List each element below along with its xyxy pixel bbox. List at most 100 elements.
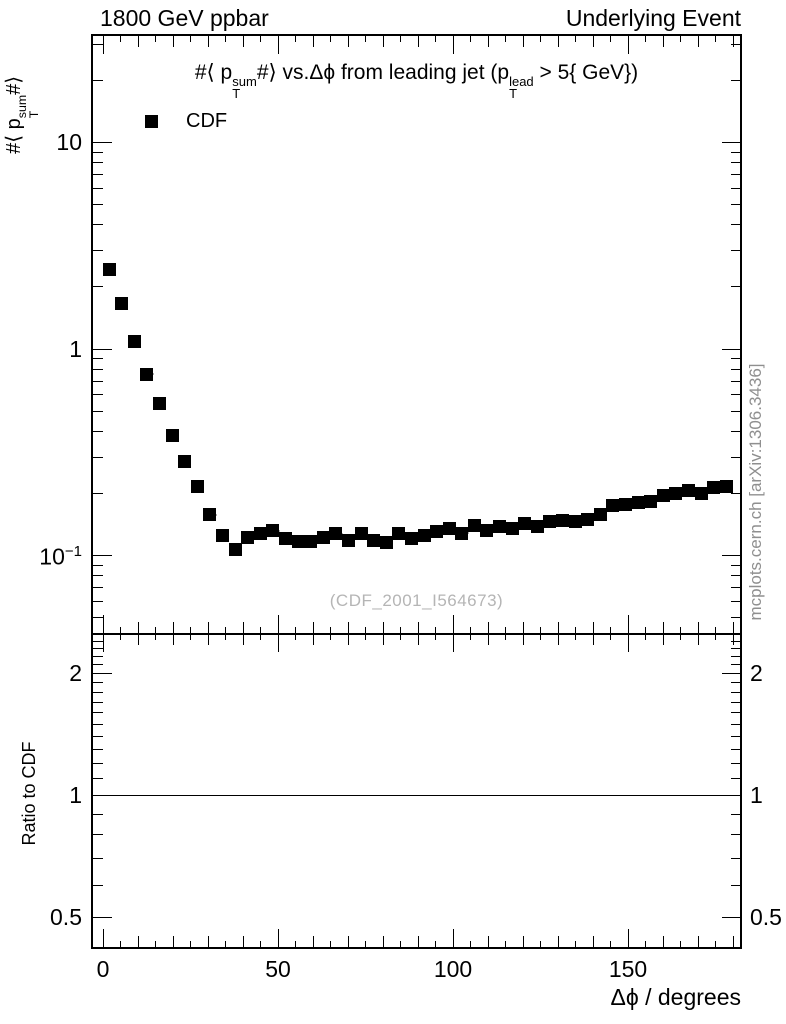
x-tick bbox=[400, 627, 401, 633]
y-minor-tick bbox=[93, 394, 103, 395]
y-minor-tick bbox=[731, 431, 741, 432]
x-tick bbox=[278, 634, 279, 652]
data-marker bbox=[405, 532, 418, 545]
y-axis-title-post: #⟩ bbox=[3, 75, 26, 95]
y-minor-tick bbox=[731, 617, 741, 618]
x-tick bbox=[190, 627, 191, 633]
ratio-minor-tick bbox=[731, 736, 741, 737]
x-tick bbox=[225, 941, 226, 947]
plot-title-pre: #⟨ p bbox=[194, 61, 233, 84]
x-tick bbox=[505, 627, 506, 633]
x-tick bbox=[663, 936, 664, 947]
ratio-minor-tick bbox=[93, 641, 103, 642]
ratio-minor-tick bbox=[731, 724, 741, 725]
x-tick bbox=[470, 627, 471, 633]
y-minor-tick bbox=[93, 286, 103, 287]
y-minor-tick bbox=[731, 411, 741, 412]
x-tick bbox=[680, 634, 681, 640]
y-minor-tick bbox=[93, 162, 103, 163]
data-marker bbox=[166, 429, 179, 442]
x-tick bbox=[348, 936, 349, 947]
x-tick bbox=[313, 622, 314, 633]
y-minor-tick bbox=[93, 224, 103, 225]
x-tick-label: 0 bbox=[96, 956, 110, 982]
ratio-minor-tick bbox=[731, 885, 741, 886]
legend-label: CDF bbox=[186, 110, 228, 132]
data-marker bbox=[153, 397, 166, 410]
x-tick bbox=[488, 36, 489, 47]
y-minor-tick bbox=[731, 565, 741, 566]
x-tick bbox=[645, 36, 646, 42]
plot-title-stack-1: sum T bbox=[232, 74, 257, 101]
y-minor-tick bbox=[731, 250, 741, 251]
ratio-minor-tick bbox=[731, 778, 741, 779]
ratio-major-tick bbox=[722, 795, 741, 796]
data-marker bbox=[128, 335, 141, 348]
x-tick bbox=[733, 622, 734, 633]
x-tick bbox=[680, 36, 681, 42]
legend: CDF bbox=[145, 110, 227, 133]
ratio-minor-tick bbox=[731, 749, 741, 750]
y-minor-tick bbox=[731, 457, 741, 458]
x-tick bbox=[295, 36, 296, 42]
x-tick bbox=[418, 936, 419, 947]
x-tick bbox=[400, 36, 401, 42]
ratio-minor-tick bbox=[93, 749, 103, 750]
y-minor-tick bbox=[731, 394, 741, 395]
data-marker bbox=[191, 480, 204, 493]
x-tick-label: 50 bbox=[265, 956, 291, 982]
x-tick bbox=[138, 936, 139, 947]
y-minor-tick bbox=[93, 457, 103, 458]
x-tick bbox=[698, 634, 699, 645]
x-tick bbox=[645, 627, 646, 633]
ratio-tick-label-right: 1 bbox=[750, 782, 763, 808]
x-tick bbox=[698, 622, 699, 633]
x-tick bbox=[138, 36, 139, 47]
ratio-minor-tick bbox=[731, 834, 741, 835]
x-tick bbox=[558, 622, 559, 633]
x-tick bbox=[488, 634, 489, 645]
data-marker bbox=[418, 529, 431, 542]
x-tick bbox=[540, 941, 541, 947]
x-tick bbox=[173, 36, 174, 47]
y-minor-tick bbox=[93, 617, 103, 618]
x-tick bbox=[260, 627, 261, 633]
x-tick bbox=[155, 627, 156, 633]
y-minor-tick bbox=[731, 152, 741, 153]
data-marker bbox=[329, 527, 342, 540]
x-tick bbox=[138, 622, 139, 633]
data-marker bbox=[556, 514, 569, 527]
data-marker bbox=[241, 531, 254, 544]
data-marker bbox=[140, 368, 153, 381]
data-marker bbox=[443, 522, 456, 535]
x-tick bbox=[278, 929, 279, 947]
x-tick bbox=[365, 634, 366, 640]
y-tick-label: 10 bbox=[56, 129, 82, 155]
x-tick bbox=[715, 634, 716, 640]
x-tick bbox=[383, 936, 384, 947]
ratio-tick-label-right: 0.5 bbox=[750, 904, 782, 930]
y-minor-tick bbox=[731, 286, 741, 287]
legend-filled-square-icon bbox=[145, 115, 158, 128]
x-tick bbox=[733, 634, 734, 645]
x-tick-label: 150 bbox=[608, 956, 648, 982]
x-tick bbox=[453, 615, 454, 633]
plot-title: #⟨ p sum T #⟩ vs.Δϕ from leading jet (p lead… bbox=[92, 60, 741, 100]
ratio-minor-tick bbox=[93, 634, 103, 635]
x-tick bbox=[575, 941, 576, 947]
analysis-watermark: (CDF_2001_I564673) bbox=[329, 591, 504, 610]
x-tick bbox=[138, 634, 139, 645]
y-tick-label: 10−1 bbox=[39, 543, 82, 570]
x-tick bbox=[103, 615, 104, 633]
x-tick bbox=[593, 622, 594, 633]
y-minor-tick bbox=[93, 431, 103, 432]
ratio-minor-tick bbox=[93, 664, 103, 665]
ratio-minor-tick bbox=[731, 712, 741, 713]
ratio-minor-tick bbox=[93, 814, 103, 815]
x-tick bbox=[173, 634, 174, 645]
x-tick bbox=[523, 36, 524, 47]
plot-title-sub-1: T bbox=[232, 85, 241, 101]
x-tick bbox=[558, 36, 559, 47]
x-tick bbox=[558, 634, 559, 645]
ratio-minor-tick bbox=[93, 692, 103, 693]
